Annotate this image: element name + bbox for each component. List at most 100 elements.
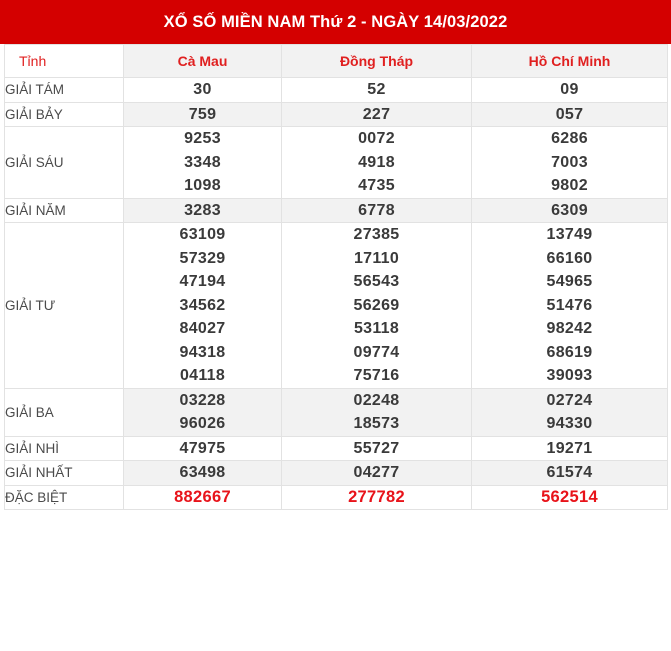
prize-label: GIẢI SÁU [4, 126, 124, 199]
prize-numbers-cell: 09 [471, 77, 668, 103]
prize-number: 47194 [179, 273, 226, 290]
prize-number: 7003 [551, 153, 588, 171]
prize-numbers-cell: 61574 [471, 460, 668, 486]
table-row: GIẢI NHÌ 47975 55727 19271 [4, 435, 668, 461]
prize-numbers-cell: 63498 [123, 460, 282, 486]
prize-number: 09 [560, 81, 579, 98]
prize-number: 02724 [546, 391, 593, 409]
prize-numbers-cell: 759 [123, 101, 282, 127]
prize-numbers-cell: 03228 96026 [123, 387, 282, 437]
prize-number: 3283 [184, 201, 221, 219]
prize-number: 61574 [546, 464, 593, 481]
prize-number: 6309 [551, 201, 588, 219]
prize-number: 27385 [353, 226, 400, 243]
prize-number: 277782 [348, 487, 405, 506]
prize-numbers-cell: 3283 [123, 197, 282, 223]
prize-numbers-cell: 277782 [281, 484, 472, 510]
prize-label: ĐẶC BIỆT [4, 484, 124, 510]
lottery-results-table: Tỉnh Cà Mau Đồng Tháp Hồ Chí Minh GIẢI T… [4, 44, 668, 510]
prize-number: 04118 [179, 367, 226, 384]
prize-number: 66160 [546, 249, 593, 267]
prize-numbers-cell: 27385 17110 56543 56269 53118 09774 75716 [281, 222, 472, 389]
table-row: GIẢI TƯ 63109 57329 47194 34562 84027 94318 041… [4, 222, 668, 389]
prize-number: 09774 [353, 343, 400, 361]
prize-number: 4735 [358, 177, 395, 194]
prize-numbers-cell: 47975 [123, 435, 282, 461]
prize-number: 51476 [546, 296, 593, 314]
prize-numbers-cell: 6309 [471, 197, 668, 223]
table-body: GIẢI TÁM 30 52 09 GIẢI BẢY 759 227 057 GIẢI SÁU 9… [4, 77, 668, 510]
table-row: GIẢI NĂM 3283 6778 6309 [4, 197, 668, 223]
prize-number: 3348 [184, 153, 221, 171]
prize-number: 4918 [358, 153, 395, 171]
prize-label: GIẢI TÁM [4, 77, 124, 103]
prize-number: 227 [362, 105, 391, 123]
prize-numbers-cell: 30 [123, 77, 282, 103]
prize-numbers-cell: 63109 57329 47194 34562 84027 94318 04118 [123, 222, 282, 389]
prize-number: 13749 [546, 226, 593, 243]
prize-label: GIẢI BẢY [4, 101, 124, 127]
prize-numbers-cell: 562514 [471, 484, 668, 510]
prize-numbers-cell: 19271 [471, 435, 668, 461]
prize-numbers-cell: 04277 [281, 460, 472, 486]
prize-label: GIẢI NHẤT [4, 460, 124, 486]
prize-number: 34562 [179, 296, 226, 314]
prize-numbers-cell: 057 [471, 101, 668, 127]
prize-numbers-cell: 02248 18573 [281, 387, 472, 437]
prize-number: 98242 [546, 320, 593, 337]
prize-number: 63109 [179, 226, 226, 243]
prize-number: 02248 [353, 391, 400, 409]
prize-number: 1098 [184, 177, 221, 194]
table-row: GIẢI SÁU 9253 3348 1098 0072 4918 4735 6286 7003… [4, 126, 668, 199]
prize-number: 54965 [546, 273, 593, 290]
prize-numbers-cell: 6778 [281, 197, 472, 223]
prize-number: 56269 [353, 296, 400, 314]
prize-number: 057 [555, 105, 584, 123]
prize-number: 47975 [179, 439, 226, 457]
prize-numbers-cell: 882667 [123, 484, 282, 510]
prize-number: 94318 [179, 343, 226, 361]
prize-number: 04277 [353, 464, 400, 481]
prize-label: GIẢI BA [4, 387, 124, 437]
prize-label: GIẢI NHÌ [4, 435, 124, 461]
prize-numbers-cell: 52 [281, 77, 472, 103]
prize-number: 55727 [353, 439, 400, 457]
prize-number: 30 [193, 81, 212, 98]
column-header-province-3: Hồ Chí Minh [471, 44, 668, 78]
prize-number: 562514 [541, 487, 598, 506]
prize-number: 03228 [179, 391, 226, 409]
prize-number: 759 [188, 105, 217, 123]
prize-number: 94330 [546, 415, 593, 432]
prize-numbers-cell: 02724 94330 [471, 387, 668, 437]
prize-number: 56543 [353, 273, 400, 290]
prize-numbers-cell: 227 [281, 101, 472, 127]
prize-number: 53118 [353, 320, 400, 337]
table-row: GIẢI NHẤT 63498 04277 61574 [4, 460, 668, 486]
column-header-province-2: Đồng Tháp [281, 44, 472, 78]
prize-number: 96026 [179, 415, 226, 432]
table-row: GIẢI TÁM 30 52 09 [4, 77, 668, 103]
prize-numbers-cell: 13749 66160 54965 51476 98242 68619 39093 [471, 222, 668, 389]
prize-numbers-cell: 0072 4918 4735 [281, 126, 472, 199]
prize-number: 18573 [353, 415, 400, 432]
prize-label: GIẢI TƯ [4, 222, 124, 389]
prize-numbers-cell: 55727 [281, 435, 472, 461]
prize-number: 6778 [358, 201, 395, 219]
prize-number: 52 [367, 81, 386, 98]
prize-number: 39093 [546, 367, 593, 384]
prize-number: 9802 [551, 177, 588, 194]
prize-number: 17110 [353, 249, 400, 267]
page-title: XỔ SỐ MIỀN NAM Thứ 2 - NGÀY 14/03/2022 [163, 12, 508, 31]
prize-numbers-cell: 6286 7003 9802 [471, 126, 668, 199]
prize-number: 19271 [546, 439, 593, 457]
column-header-province-1: Cà Mau [123, 44, 282, 78]
prize-number: 0072 [358, 130, 395, 147]
prize-number: 68619 [546, 343, 593, 361]
table-header: Tỉnh Cà Mau Đồng Tháp Hồ Chí Minh [4, 44, 668, 78]
prize-number: 84027 [179, 320, 226, 337]
table-row: GIẢI BẢY 759 227 057 [4, 101, 668, 127]
prize-label: GIẢI NĂM [4, 197, 124, 223]
prize-number: 75716 [353, 367, 400, 384]
prize-number: 6286 [551, 130, 588, 147]
